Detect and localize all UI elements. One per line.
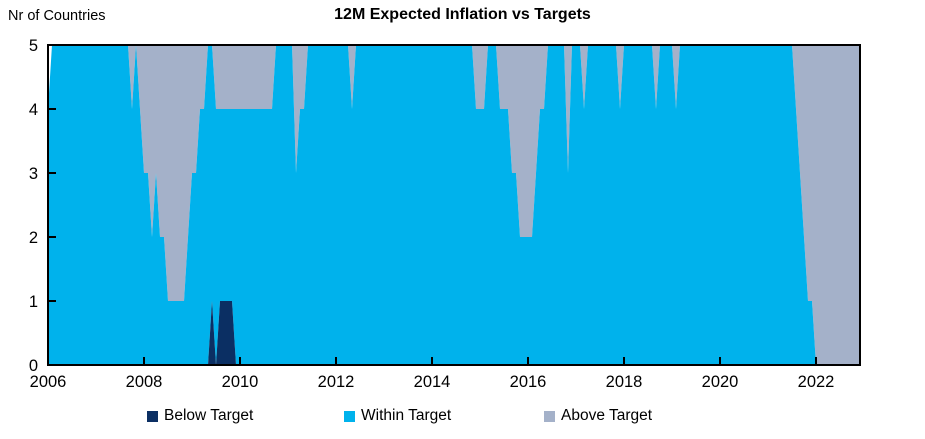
within-target-area	[48, 45, 860, 365]
within-target-swatch-icon	[344, 410, 355, 422]
chart-title: 12M Expected Inflation vs Targets	[334, 6, 591, 23]
x-tick-label: 2012	[318, 373, 355, 391]
x-tick-label: 2016	[510, 373, 547, 391]
x-tick-label: 2010	[222, 373, 259, 391]
x-tick-label: 2008	[126, 373, 163, 391]
legend-item-within-target: Within Target	[344, 406, 451, 426]
above-target-swatch-icon	[544, 410, 555, 422]
x-tick-label: 2018	[606, 373, 643, 391]
y-tick-label: 0	[29, 357, 38, 375]
y-tick-label: 4	[29, 101, 38, 119]
y-tick-label: 3	[29, 165, 38, 183]
legend-item-below-target: Below Target	[147, 406, 253, 426]
plot-border	[47, 44, 861, 366]
x-tick-label: 2022	[798, 373, 835, 391]
legend-item-above-target: Above Target	[544, 406, 652, 426]
x-tick-label: 2014	[414, 373, 451, 391]
legend-label-below-target: Below Target	[164, 407, 254, 424]
y-tick-label: 2	[29, 229, 38, 247]
legend-label-within-target: Within Target	[361, 407, 452, 424]
chart-legend: Below Target Within Target Above Target	[0, 406, 925, 428]
y-tick-label: 1	[29, 293, 38, 311]
x-tick-label: 2006	[30, 373, 67, 391]
y-axis-title: Nr of Countries	[8, 8, 106, 24]
x-tick-label: 2020	[702, 373, 739, 391]
legend-label-above-target: Above Target	[561, 407, 653, 424]
below-target-swatch-icon	[147, 410, 158, 422]
below-target-area	[48, 301, 860, 365]
y-tick-label: 5	[29, 37, 38, 55]
